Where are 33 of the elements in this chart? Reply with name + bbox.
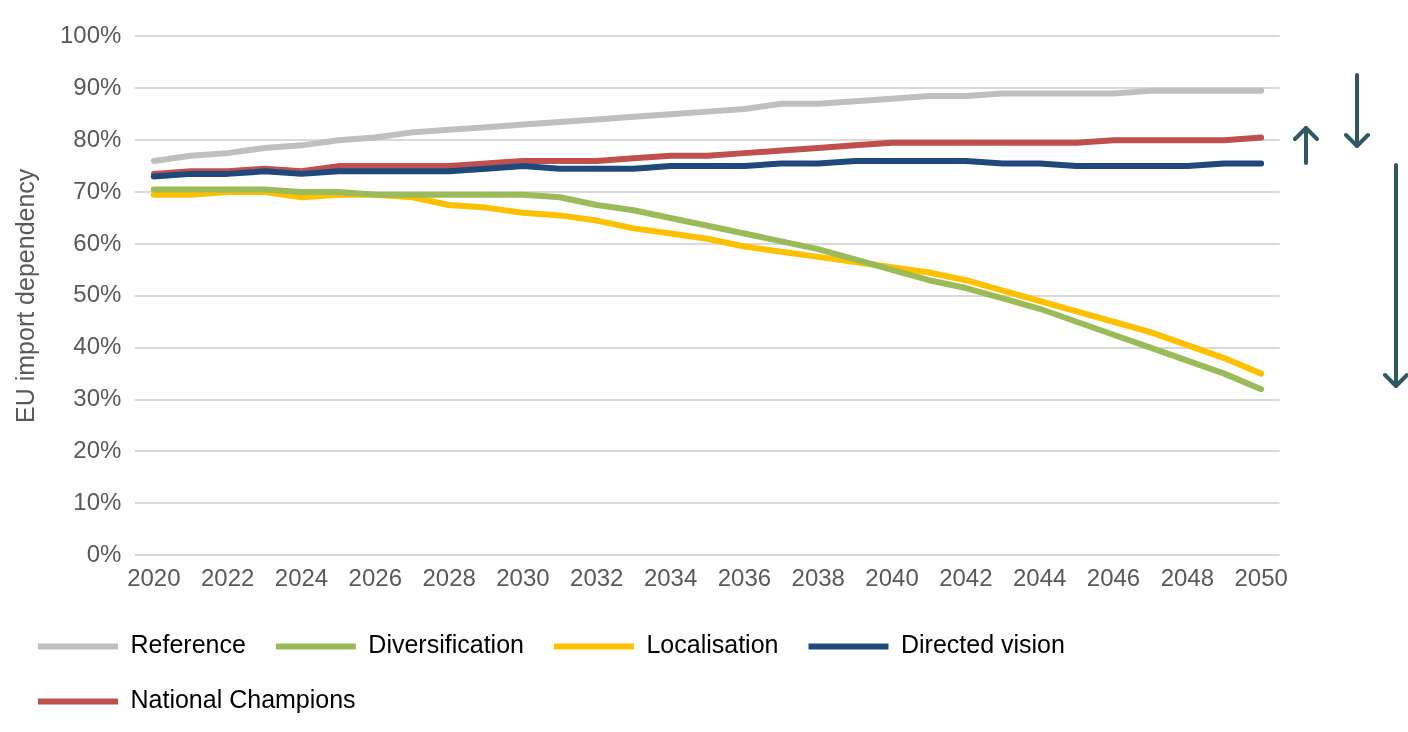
legend-label: Directed vision [900,630,1065,659]
x-tick-label: 2044 [1012,564,1067,592]
y-tick-label: 80% [73,124,122,152]
y-tick-label: 20% [73,436,122,464]
legend-label: Localisation [646,630,779,659]
legend-label: National Champions [130,685,356,714]
y-tick-label: 0% [86,539,122,567]
x-tick-label: 2028 [422,564,476,592]
x-tick-label: 2034 [643,564,698,592]
y-tick-label: 70% [73,176,122,204]
x-tick-label: 2040 [865,564,919,592]
y-tick-label: 10% [73,487,122,515]
x-tick-label: 2036 [717,564,772,592]
x-tick-label: 2038 [791,564,845,592]
x-tick-label: 2050 [1234,564,1288,592]
y-tick-label: 50% [73,280,122,308]
x-tick-label: 2032 [570,564,624,592]
y-tick-label: 60% [73,228,122,256]
x-tick-label: 2026 [348,564,402,592]
x-tick-label: 2046 [1086,564,1141,592]
x-tick-label: 2024 [274,564,329,592]
x-tick-label: 2030 [496,564,550,592]
legend-label: Reference [130,630,246,659]
x-tick-label: 2048 [1160,564,1215,592]
y-tick-label: 90% [73,72,122,100]
x-tick-label: 2042 [939,564,993,592]
y-tick-label: 100% [59,21,122,49]
legend-label: Diversification [368,630,524,659]
y-tick-label: 40% [73,332,122,360]
x-tick-label: 2022 [200,564,255,592]
y-tick-label: 30% [73,384,122,412]
x-tick-label: 2020 [127,564,181,592]
y-axis-title: EU import dependency [10,168,39,423]
